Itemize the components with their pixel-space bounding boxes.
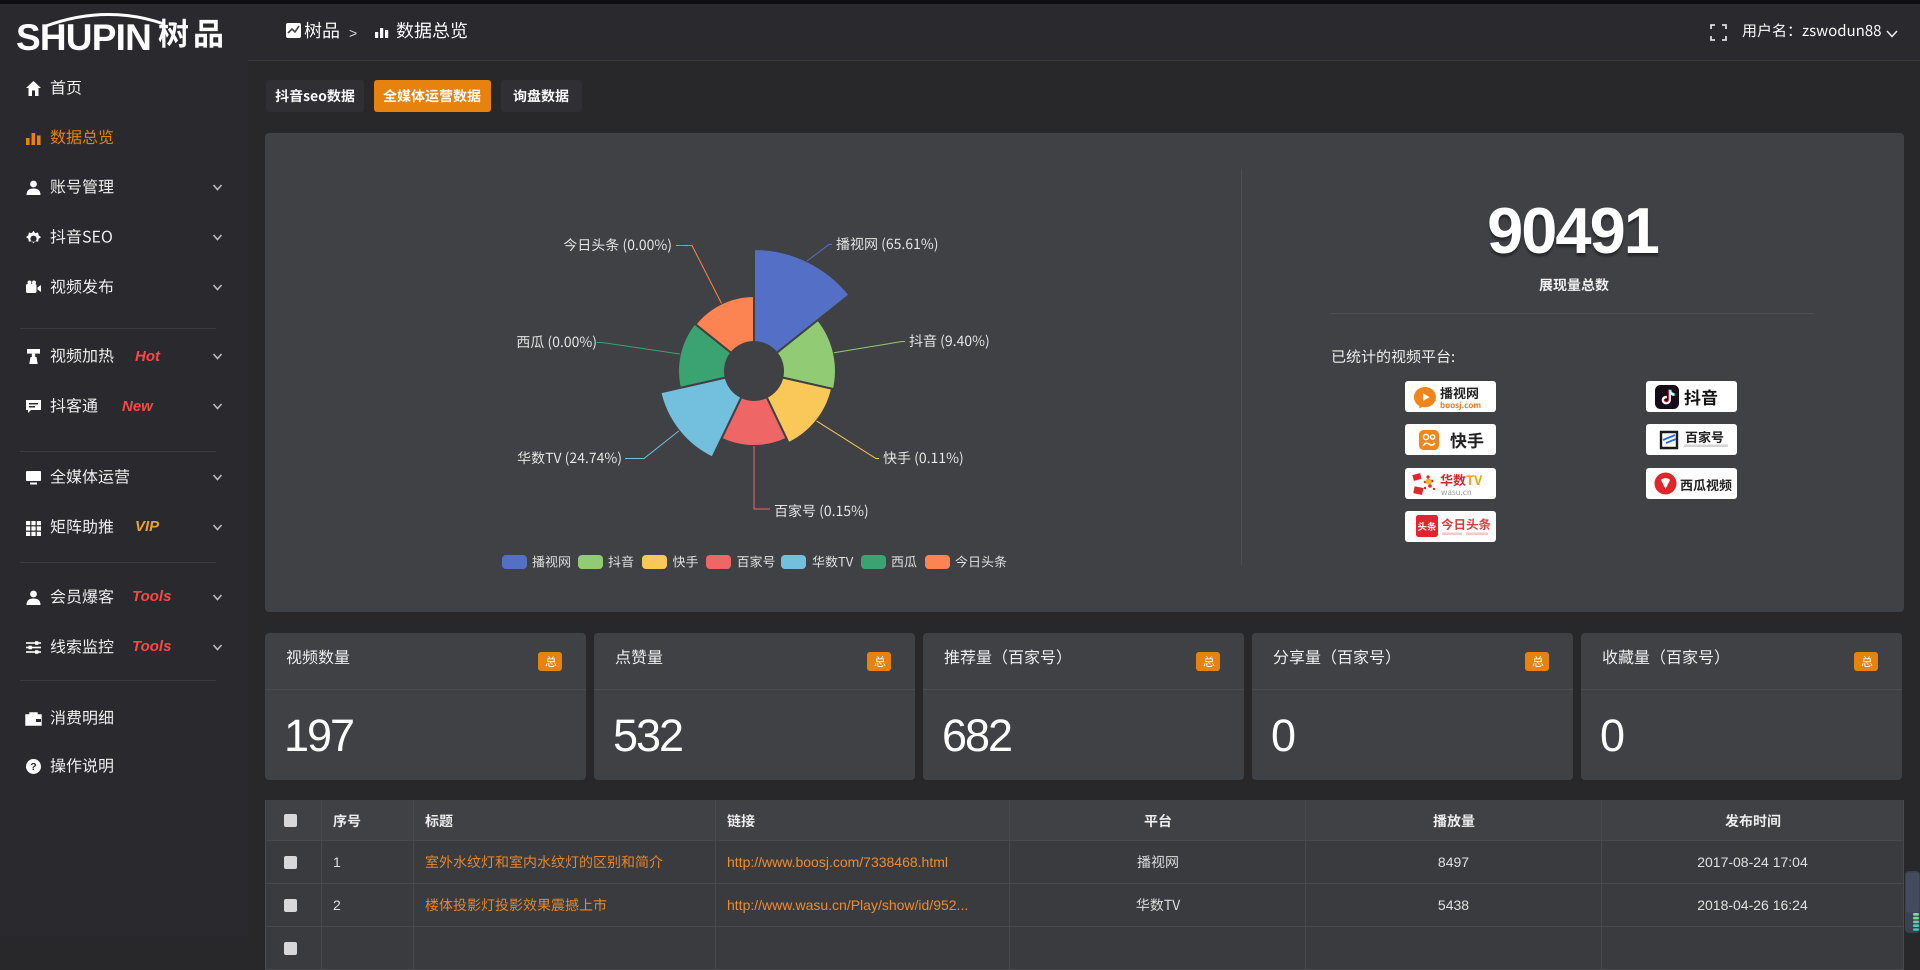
- svg-text:?: ?: [30, 761, 36, 773]
- svg-text:SHUPIN: SHUPIN: [16, 17, 151, 56]
